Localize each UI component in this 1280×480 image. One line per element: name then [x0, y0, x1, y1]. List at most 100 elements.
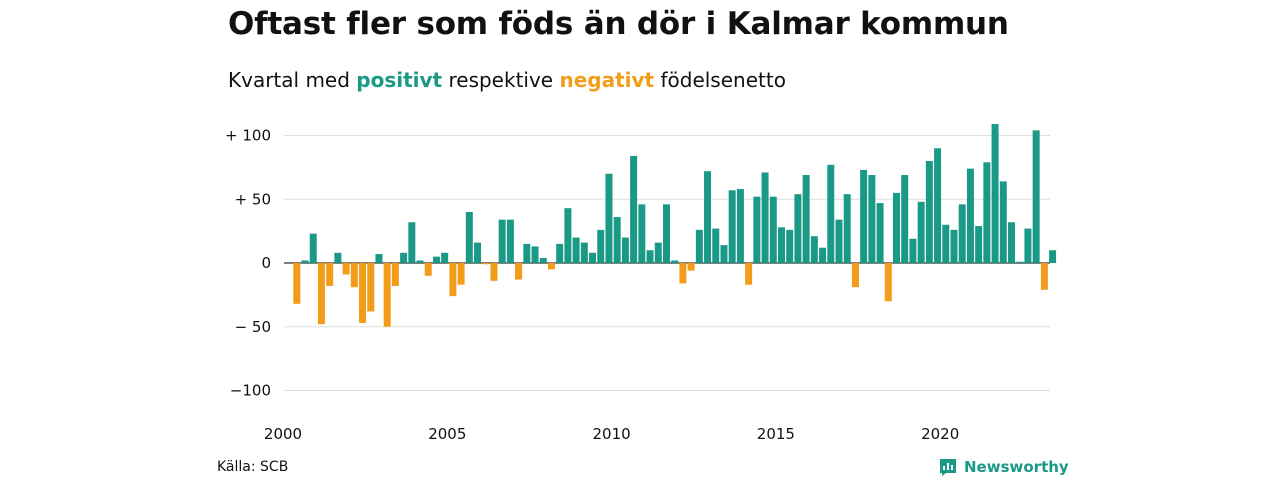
bar-negative	[383, 263, 391, 327]
bar-positive	[498, 219, 506, 263]
bar-positive	[432, 256, 440, 264]
bar-negative	[342, 263, 350, 275]
chart-title: Oftast fler som föds än dör i Kalmar kom…	[228, 6, 1009, 42]
bar-positive	[761, 172, 769, 263]
bar-negative	[547, 263, 555, 270]
bar-positive	[646, 250, 654, 263]
bar-positive	[860, 169, 868, 263]
bar-positive	[892, 192, 900, 264]
bar-positive	[1024, 228, 1032, 263]
bar-positive	[441, 252, 449, 263]
x-tick-label: 2010	[593, 425, 631, 443]
bar-positive	[572, 237, 580, 263]
bar-positive	[1016, 261, 1024, 263]
bar-positive	[917, 201, 925, 263]
bar-positive	[835, 219, 843, 263]
bar-negative	[851, 263, 859, 288]
subtitle-negative-label: negativt	[559, 68, 655, 92]
bar-positive	[704, 171, 712, 263]
bar-negative	[490, 263, 498, 281]
bar-positive	[564, 208, 572, 263]
bar-positive	[695, 229, 703, 263]
bar-positive	[630, 155, 638, 263]
x-tick-label: 2005	[428, 425, 466, 443]
bar-positive	[309, 233, 317, 263]
bar-negative	[745, 263, 753, 285]
bar-positive	[638, 204, 646, 263]
subtitle-text-middle: respektive	[442, 68, 560, 92]
bar-positive	[1008, 222, 1016, 263]
bar-positive	[901, 175, 909, 263]
bar-negative	[449, 263, 457, 297]
bar-positive	[334, 252, 342, 263]
bar-negative	[515, 263, 523, 280]
y-tick-label: − 50	[235, 318, 271, 336]
y-tick-label: −100	[230, 382, 271, 400]
bar-negative	[391, 263, 399, 286]
bar-positive	[942, 224, 950, 263]
bar-positive	[736, 189, 744, 263]
bar-positive	[868, 175, 876, 263]
bar-positive	[909, 238, 917, 263]
bar-negative	[293, 263, 301, 304]
bar-positive	[802, 175, 810, 263]
source-note: Källa: SCB	[217, 459, 289, 475]
subtitle-text-end: födelsenetto	[654, 68, 786, 92]
bar-positive	[925, 161, 933, 263]
bar-positive	[753, 196, 761, 263]
bar-negative	[367, 263, 375, 312]
bar-negative	[424, 263, 432, 276]
bars	[293, 124, 1057, 327]
y-tick-label: + 50	[235, 190, 271, 208]
y-tick-label: + 100	[225, 127, 271, 145]
bar-positive	[769, 196, 777, 263]
bar-positive	[589, 252, 597, 263]
bar-positive	[934, 148, 942, 263]
bar-positive	[720, 245, 728, 263]
bar-positive	[400, 252, 408, 263]
bar-positive	[613, 217, 621, 263]
bar-positive	[597, 229, 605, 263]
bar-positive	[983, 162, 991, 263]
bar-positive	[408, 222, 416, 263]
bar-negative	[884, 263, 892, 302]
chart-subtitle: Kvartal med positivt respektive negativt…	[228, 68, 786, 92]
newsworthy-icon	[940, 459, 956, 476]
bar-positive	[621, 237, 629, 263]
bar-negative	[350, 263, 358, 288]
x-tick-label: 2015	[757, 425, 795, 443]
bar-negative	[687, 263, 695, 271]
bar-positive	[999, 181, 1007, 263]
bar-positive	[1049, 250, 1057, 263]
bar-positive	[416, 260, 424, 263]
bar-positive	[712, 228, 720, 263]
bar-negative	[326, 263, 334, 286]
x-tick-label: 2000	[264, 425, 302, 443]
bar-positive	[950, 229, 958, 263]
bar-positive	[975, 226, 983, 263]
bar-positive	[556, 243, 564, 264]
bar-positive	[474, 242, 482, 263]
bar-negative	[359, 263, 367, 323]
bar-positive	[1032, 130, 1040, 263]
bar-negative	[482, 263, 490, 265]
bar-positive	[605, 173, 613, 263]
bar-negative	[679, 263, 687, 284]
bar-positive	[876, 203, 884, 263]
bar-positive	[966, 168, 974, 263]
bar-positive	[794, 194, 802, 263]
axis-labels: + 100 + 50 0 − 50 −100 2000 2005 2010 2015 2020	[225, 127, 959, 444]
bar-positive	[465, 212, 473, 263]
bar-positive	[580, 242, 588, 263]
y-tick-label: 0	[261, 254, 271, 272]
bar-positive	[375, 254, 383, 263]
bar-positive	[810, 236, 818, 263]
bar-positive	[523, 243, 531, 264]
bar-positive	[671, 260, 679, 263]
bar-positive	[506, 219, 514, 263]
bar-positive	[531, 246, 539, 263]
subtitle-text-start: Kvartal med	[228, 68, 357, 92]
bar-negative	[457, 263, 465, 285]
bar-positive	[777, 227, 785, 263]
bar-positive	[827, 164, 835, 263]
